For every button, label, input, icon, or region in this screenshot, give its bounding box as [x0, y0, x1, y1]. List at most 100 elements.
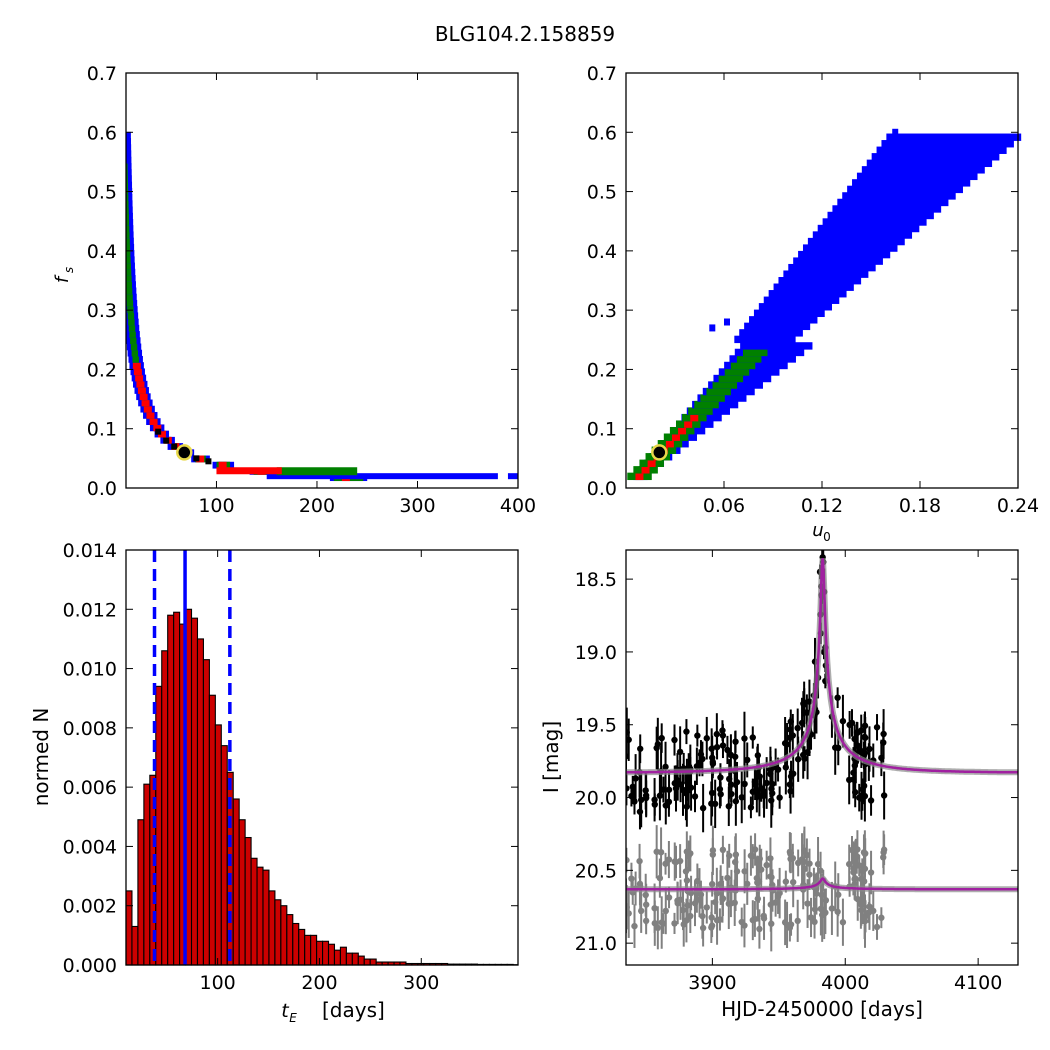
data-point	[880, 730, 887, 738]
data-point	[631, 798, 638, 805]
cell-blue	[126, 231, 134, 239]
cell-green	[126, 250, 131, 257]
cell-blue	[788, 263, 876, 272]
cell-green	[724, 368, 750, 376]
data-point	[658, 734, 665, 742]
cell-red	[137, 387, 146, 394]
y-tick-label: 0.6	[587, 122, 617, 144]
y-tick-label: 0.0	[587, 478, 617, 500]
cell-green	[126, 256, 131, 264]
x-tick-label: 4000	[821, 972, 869, 994]
cell-green	[126, 262, 131, 270]
cell-blue	[822, 218, 927, 226]
data-point	[866, 903, 873, 910]
x-axis-label-sub: E	[289, 1011, 297, 1025]
data-point	[866, 745, 873, 753]
data-point	[674, 777, 681, 784]
data-point	[726, 852, 733, 859]
cell-green	[132, 355, 139, 363]
data-point	[699, 912, 706, 920]
data-point	[626, 729, 630, 736]
x-tick-label: 200	[301, 972, 337, 994]
data-point	[818, 911, 826, 919]
heatmap-cells	[627, 128, 1022, 481]
data-point	[754, 879, 761, 886]
histogram-bar	[357, 955, 365, 966]
cell-blue	[920, 194, 926, 201]
cell-blue	[876, 146, 1007, 154]
data-point	[807, 914, 815, 921]
cell-red	[635, 472, 644, 481]
data-point	[671, 858, 678, 865]
data-point	[738, 918, 745, 926]
cell-blue	[126, 138, 132, 145]
cell-green	[128, 318, 135, 326]
data-point	[804, 748, 811, 756]
cell-blue	[842, 192, 956, 200]
cell-blue	[807, 237, 905, 246]
y-tick-label: 0.002	[63, 896, 117, 918]
data-point	[709, 851, 717, 858]
cell-green	[730, 361, 756, 370]
best-fit-marker	[651, 444, 668, 461]
axes-frame	[625, 549, 1019, 966]
data-point	[626, 856, 630, 864]
data-point	[665, 894, 673, 901]
cell-green	[700, 394, 725, 402]
data-point	[854, 895, 861, 903]
data-point	[782, 878, 790, 885]
histogram-bar	[286, 914, 294, 966]
cell-green	[126, 275, 132, 282]
cell-red	[135, 374, 144, 382]
cell-green	[127, 312, 135, 320]
cell-blue	[856, 172, 978, 181]
data-point	[822, 897, 830, 904]
cell-green	[126, 181, 129, 189]
y-tick-label: 0.014	[63, 540, 117, 562]
histogram-bar	[137, 819, 145, 966]
cell-black	[163, 437, 170, 444]
cell-green	[128, 324, 136, 332]
data-point	[860, 849, 868, 856]
cell-blue	[744, 322, 811, 331]
cell-blue	[126, 237, 134, 245]
data-point	[817, 867, 824, 874]
data-point	[724, 746, 731, 754]
cell-green	[127, 306, 134, 313]
data-point	[751, 846, 759, 853]
cell-blue	[861, 166, 985, 174]
data-point	[717, 880, 724, 888]
cell-green	[706, 387, 731, 396]
data-point	[683, 848, 691, 855]
x-tick-label: 4100	[954, 972, 1002, 994]
cell-blue	[947, 158, 954, 166]
cell-red	[136, 380, 145, 388]
data-point	[834, 694, 841, 701]
cell-blue	[832, 205, 942, 213]
data-point	[880, 792, 888, 799]
cell-blue	[126, 162, 132, 170]
cell-blue	[886, 133, 1022, 141]
data-point	[665, 786, 673, 793]
data-point	[683, 877, 691, 884]
data-point	[637, 796, 645, 804]
data-point	[749, 734, 756, 741]
data-point	[819, 543, 825, 549]
cell-blue	[734, 335, 796, 344]
y-tick-label: 0.008	[63, 718, 117, 740]
cell-blue	[880, 211, 887, 219]
data-point	[626, 904, 630, 911]
data-point	[767, 855, 774, 862]
axes-frame	[125, 72, 519, 489]
data-point	[801, 699, 808, 706]
histogram-bar	[292, 922, 300, 966]
data-point	[653, 744, 660, 752]
x-tick-label: 400	[500, 495, 536, 517]
data-point	[854, 729, 861, 736]
histogram-bar	[190, 617, 199, 966]
y-tick-label: 21.0	[575, 933, 617, 955]
cell-blue	[740, 342, 813, 350]
cell-blue	[126, 219, 134, 226]
data-point	[747, 852, 755, 859]
